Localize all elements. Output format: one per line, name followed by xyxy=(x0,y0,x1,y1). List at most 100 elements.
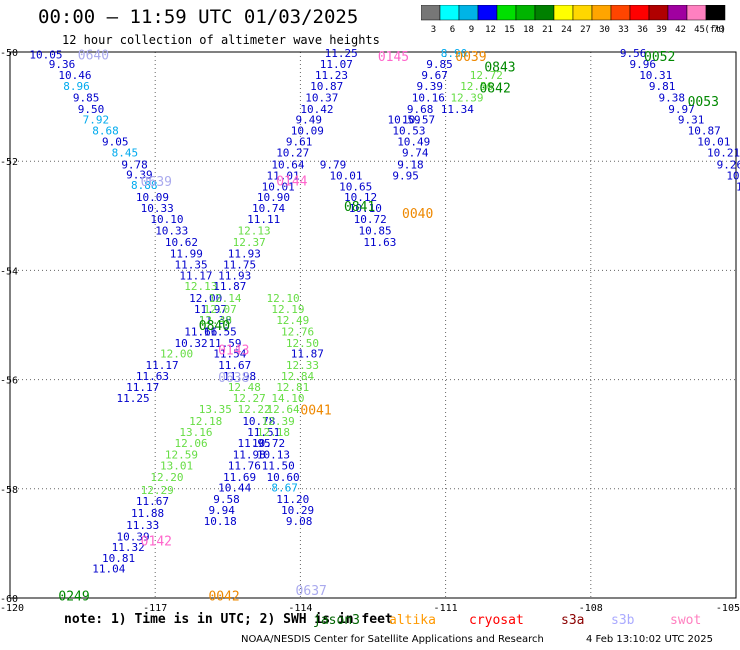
wave-height-label: 10.10 xyxy=(349,202,382,215)
wave-height-label: 11.17 xyxy=(179,269,212,282)
wave-height-label: 12.18 xyxy=(257,426,290,439)
wave-height-label: 9.74 xyxy=(402,146,429,159)
wave-height-label: 12.22 xyxy=(237,403,270,416)
timestamp-text: 4 Feb 13:10:02 UTC 2025 xyxy=(586,634,713,645)
wave-height-label: 11.04 xyxy=(92,563,125,576)
pass-time-label: 0053 xyxy=(688,95,719,110)
wave-height-label: 9.18 xyxy=(397,158,424,171)
wave-height-label: 11.07 xyxy=(320,58,353,71)
wave-height-label: 8.90 xyxy=(441,47,468,60)
y-tick-label: -58 xyxy=(0,485,18,496)
wave-height-label: 10.10 xyxy=(150,213,183,226)
wave-height-label: 11.87 xyxy=(291,347,324,360)
wave-height-label: 12.29 xyxy=(141,484,174,497)
wave-height-label: 11.87 xyxy=(213,280,246,293)
wave-height-label: 11.38 xyxy=(199,314,232,327)
scale-label: 27 xyxy=(580,25,591,35)
wave-height-label: 11.95 xyxy=(237,437,270,450)
pass-time-label: 0639 xyxy=(141,175,172,190)
legend-cryosat: cryosat xyxy=(469,613,524,628)
wave-height-plot: -120 -117 -114 -111 -108 -105 -50 -52 -54 -56 -58 -… xyxy=(0,47,740,612)
wave-height-label: 12.48 xyxy=(228,381,261,394)
wave-height-label: 10.32 xyxy=(175,337,208,350)
wave-height-label: 12.20 xyxy=(150,471,183,484)
wave-height-label: 9.39 xyxy=(126,168,153,181)
wave-height-label: 12.39 xyxy=(262,415,295,428)
wave-height-label: 11.66 xyxy=(184,326,217,339)
wave-height-label: 12.56 xyxy=(460,80,493,93)
wave-height-label: 10.72 xyxy=(354,213,387,226)
x-tick-label: -105 xyxy=(716,603,740,612)
pass-time-label: 0142 xyxy=(141,535,172,550)
x-tick-label: -117 xyxy=(143,603,167,612)
wave-height-label: 10.46 xyxy=(58,69,91,82)
wave-height-label: 12.27 xyxy=(233,392,266,405)
pass-time-label: 0042 xyxy=(208,589,239,604)
wave-height-label: 12.00 xyxy=(160,347,193,360)
wave-height-label: 12.18 xyxy=(189,415,222,428)
pass-time-label: 0052 xyxy=(644,50,675,65)
wave-height-label: 11.23 xyxy=(315,69,348,82)
wave-height-label: 9.95 xyxy=(392,169,419,182)
wave-height-label: 11.88 xyxy=(131,507,164,520)
scale-label: 33 xyxy=(618,25,629,35)
wave-height-label: 9.96 xyxy=(630,58,657,71)
wave-height-label: 11.55 xyxy=(204,326,237,339)
wave-height-label: 10.64 xyxy=(271,158,304,171)
wave-height-label: 12.37 xyxy=(233,236,266,249)
pass-time-label: 0640 xyxy=(78,49,109,64)
scale-label: 6 xyxy=(450,25,455,35)
pass-time-label: 0637 xyxy=(296,584,327,599)
wave-height-label: 11.76 xyxy=(228,459,261,472)
wave-height-label: 10.55 xyxy=(736,180,740,193)
wave-height-label: 10.27 xyxy=(276,146,309,159)
pass-time-label: 0143 xyxy=(218,344,249,359)
credit-text: NOAA/NESDIS Center for Satellite Applica… xyxy=(241,634,544,645)
wave-height-label: 8.68 xyxy=(92,125,119,138)
wave-height-label: 12.64 xyxy=(267,403,300,416)
wave-height-label: 13.35 xyxy=(199,403,232,416)
wave-height-label: 11.54 xyxy=(213,347,246,360)
wave-height-label: 12.13 xyxy=(184,280,217,293)
wave-height-label: 10.42 xyxy=(300,103,333,116)
x-tick-label: -114 xyxy=(288,603,312,612)
wave-height-label: 10.37 xyxy=(305,91,338,104)
pass-time-label: 0144 xyxy=(276,174,307,189)
wave-height-label: 11.63 xyxy=(136,370,169,383)
wave-height-label: 10.87 xyxy=(688,125,721,138)
wave-height-label: 8.67 xyxy=(271,482,298,495)
wave-height-label: 13.01 xyxy=(160,459,193,472)
color-scale-bar: 3 6 9 12 15 18 21 24 27 30 33 36 39 42 45 70(ft) xyxy=(421,5,726,35)
wave-height-label: 11.34 xyxy=(441,103,474,116)
wave-height-label: 10.18 xyxy=(204,515,237,528)
pass-time-label: 0638 xyxy=(218,371,249,386)
wave-height-label: 11.98 xyxy=(223,370,256,383)
wave-height-label: 10.78 xyxy=(242,415,275,428)
wave-height-label: 10.44 xyxy=(218,482,251,495)
wave-height-label: 9.81 xyxy=(649,80,676,93)
wave-height-label: 10.09 xyxy=(291,125,324,138)
wave-height-label: 9.05 xyxy=(102,136,128,149)
wave-height-label: 11.59 xyxy=(208,337,241,350)
wave-height-label: 9.97 xyxy=(668,103,695,116)
wave-height-label: 11.25 xyxy=(325,47,358,60)
wave-height-label: 12.39 xyxy=(450,91,483,104)
legend-swot: swot xyxy=(670,613,702,628)
pass-time-label: 0249 xyxy=(58,589,89,604)
pass-time-label: 0145 xyxy=(378,50,409,65)
wave-height-label: 9.49 xyxy=(296,114,323,127)
wave-height-label: 8.45 xyxy=(112,146,139,159)
x-tick-label: -120 xyxy=(0,603,24,612)
wave-height-label: 12.72 xyxy=(470,69,503,82)
wave-height-label: 10.65 xyxy=(339,180,372,193)
wave-height-label: 9.26 xyxy=(717,158,740,171)
wave-height-label: 11.32 xyxy=(112,541,145,554)
wave-height-label: 12.76 xyxy=(281,326,314,339)
y-tick-label: -60 xyxy=(0,594,18,605)
wave-height-label: 12.33 xyxy=(286,359,319,372)
pass-time-label: 0039 xyxy=(455,50,486,65)
wave-height-label: 12.14 xyxy=(208,292,241,305)
wave-height-label: 12.40 xyxy=(199,314,232,327)
wave-height-label: 10.49 xyxy=(397,136,430,149)
wave-height-label: 10.12 xyxy=(344,191,377,204)
